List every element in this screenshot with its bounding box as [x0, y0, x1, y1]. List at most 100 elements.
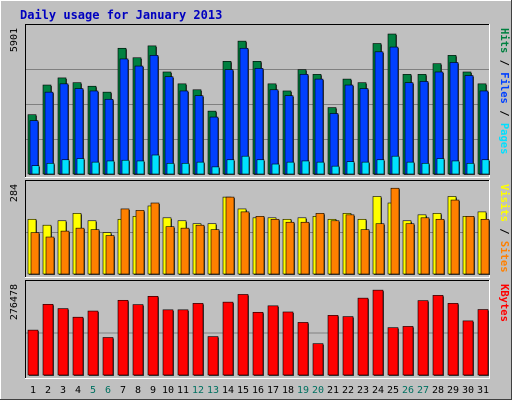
bar-sites-day-26 [405, 223, 415, 275]
bar-pages-day-28 [436, 158, 445, 175]
legend-entry-hits: Hits [498, 28, 510, 53]
legend-entry-files: Files [498, 72, 510, 104]
bar-pages-day-29 [451, 160, 460, 175]
bar-kbytes-day-14 [222, 301, 234, 376]
x-tick-label-day-8: 8 [135, 385, 141, 396]
bar-files-day-10 [164, 76, 174, 175]
bar-kbytes-day-10 [162, 309, 174, 376]
bar-pages-day-21 [331, 165, 340, 175]
bar-kbytes-day-18 [282, 311, 294, 376]
bar-kbytes-day-22 [342, 316, 354, 376]
bar-files-day-27 [419, 81, 429, 175]
x-tick-label-day-24: 24 [372, 385, 384, 396]
bar-pages-day-9 [151, 154, 160, 175]
x-tick-label-day-2: 2 [45, 385, 51, 396]
bar-kbytes-day-20 [312, 343, 324, 376]
bar-pages-day-27 [421, 163, 430, 175]
bar-sites-day-12 [195, 224, 205, 275]
x-tick-label-day-31: 31 [477, 385, 489, 396]
bar-kbytes-day-11 [177, 309, 189, 376]
bar-sites-day-13 [210, 229, 220, 275]
panel-hits-files-pages: 5901 Hits / Files / Pages [9, 24, 510, 178]
bar-pages-day-5 [91, 161, 100, 175]
bar-pages-day-30 [466, 163, 475, 175]
bar-files-day-7 [119, 58, 129, 175]
bar-files-day-2 [44, 91, 54, 175]
bar-kbytes-day-9 [147, 295, 159, 376]
bar-files-day-24 [374, 51, 384, 175]
x-tick-label-day-15: 15 [237, 385, 249, 396]
legend-entry-kbytes: KBytes [498, 284, 510, 322]
bar-files-day-8 [134, 65, 144, 175]
x-tick-label-day-17: 17 [267, 385, 279, 396]
bar-pages-day-12 [196, 161, 205, 175]
bar-kbytes-day-6 [102, 337, 114, 376]
chart-title: Daily usage for January 2013 [20, 8, 222, 22]
x-tick-label-day-25: 25 [387, 385, 399, 396]
bar-pages-day-7 [121, 159, 130, 175]
x-tick-label-day-28: 28 [432, 385, 444, 396]
bar-kbytes-day-8 [132, 304, 144, 376]
bar-kbytes-day-15 [237, 294, 249, 376]
bar-kbytes-day-28 [432, 295, 444, 376]
bar-sites-day-8 [135, 210, 145, 275]
bar-kbytes-day-19 [297, 322, 309, 376]
bar-sites-day-24 [375, 223, 385, 275]
bar-files-day-20 [314, 78, 324, 175]
bar-pages-day-2 [46, 163, 55, 175]
x-tick-label-day-3: 3 [60, 385, 66, 396]
bar-pages-day-8 [136, 160, 145, 175]
bar-pages-day-13 [211, 166, 220, 175]
x-tick-label-day-29: 29 [447, 385, 459, 396]
x-tick-label-day-1: 1 [30, 385, 36, 396]
bar-pages-day-4 [76, 158, 85, 175]
bar-pages-day-24 [376, 159, 385, 175]
bar-kbytes-day-23 [357, 297, 369, 376]
bar-kbytes-day-1 [27, 329, 39, 376]
bar-sites-day-18 [285, 221, 295, 275]
bar-sites-day-9 [150, 202, 160, 275]
bar-kbytes-day-16 [252, 311, 264, 376]
bar-pages-day-14 [226, 159, 235, 175]
x-tick-label-day-26: 26 [402, 385, 414, 396]
bar-pages-day-25 [391, 155, 400, 175]
bar-files-day-29 [449, 62, 459, 175]
x-tick-label-day-7: 7 [120, 385, 126, 396]
bar-pages-day-18 [286, 161, 295, 175]
bar-kbytes-day-30 [462, 320, 474, 376]
bar-pages-day-19 [301, 160, 310, 175]
x-tick-label-day-11: 11 [177, 385, 189, 396]
bar-pages-day-1 [31, 165, 40, 175]
legend-entry-pages: Pages [498, 123, 510, 155]
bar-files-day-19 [299, 74, 309, 175]
bar-sites-day-3 [60, 230, 70, 275]
bar-kbytes-day-12 [192, 303, 204, 376]
x-tick-label-day-16: 16 [252, 385, 264, 396]
bar-sites-day-1 [30, 232, 40, 275]
bar-sites-day-11 [180, 227, 190, 275]
bar-pages-day-31 [481, 159, 490, 175]
x-tick-label-day-5: 5 [90, 385, 96, 396]
bar-kbytes-day-29 [447, 303, 459, 376]
bar-files-day-22 [344, 84, 354, 175]
bar-kbytes-day-24 [372, 289, 384, 376]
bar-kbytes-day-17 [267, 305, 279, 376]
y-max-label: 284 [9, 184, 20, 202]
legend-separator: / [498, 222, 510, 241]
x-tick-label-day-20: 20 [312, 385, 324, 396]
bar-kbytes-day-4 [72, 316, 84, 376]
panel-kbytes: 276478 KBytes [9, 280, 510, 379]
panel-visits-sites: 284 Visits / Sites [9, 180, 510, 278]
bar-sites-day-29 [450, 199, 460, 275]
bar-pages-day-15 [241, 155, 250, 175]
x-tick-label-day-4: 4 [75, 385, 81, 396]
x-tick-label-day-9: 9 [150, 385, 156, 396]
bar-sites-day-23 [360, 229, 370, 275]
bar-pages-day-17 [271, 163, 280, 175]
x-tick-label-day-18: 18 [282, 385, 294, 396]
bar-sites-day-16 [255, 216, 265, 275]
x-tick-label-day-23: 23 [357, 385, 369, 396]
bar-pages-day-3 [61, 159, 70, 175]
bar-sites-day-6 [105, 235, 115, 275]
